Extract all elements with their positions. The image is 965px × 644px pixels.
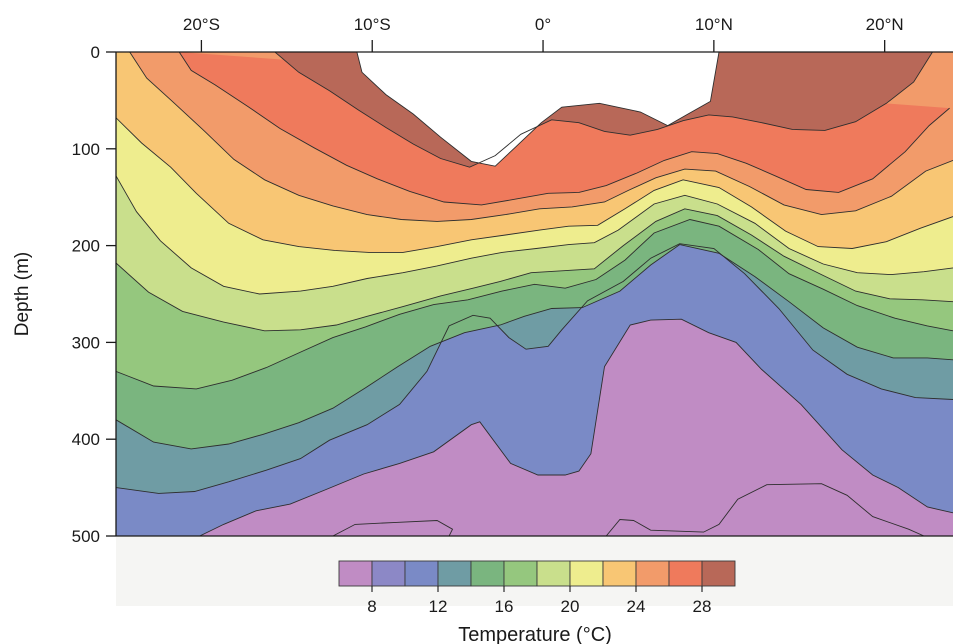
x-tick-label-1: 10°S	[354, 15, 391, 34]
isotherm-lines	[116, 52, 953, 536]
x-tick-label-2: 0°	[535, 15, 551, 34]
isotherm-30-0	[356, 52, 720, 167]
isotherm-14-0	[116, 244, 953, 450]
colorbar-bin-18-20	[536, 560, 571, 587]
colorbar-bin-24-26	[635, 560, 670, 587]
colorbar-bin-12-14	[437, 560, 472, 587]
colorbar-bin-14-16	[470, 560, 505, 587]
colorbar-bin-26-28	[668, 560, 703, 587]
y-axis-label: Depth (m)	[12, 252, 33, 336]
plot-area	[116, 52, 953, 536]
x-tick-label-3: 10°N	[695, 15, 733, 34]
axes: 0 100 200 300 400 500 20°S 10°S 0° 10°N 20°N	[72, 15, 953, 546]
colorbar-tick-label-28: 28	[693, 597, 712, 616]
colorbar-tick-label-20: 20	[561, 597, 580, 616]
colorbar-bin-28-30	[701, 560, 736, 587]
colorbar-bin-8-10	[371, 560, 406, 587]
y-tick-label-300: 300	[72, 333, 100, 352]
isotherm-20-0	[116, 175, 953, 295]
x-tick-label-0: 20°S	[183, 15, 220, 34]
y-tick-label-400: 400	[72, 430, 100, 449]
isotherm-12-0	[116, 243, 953, 494]
isotherm-18-0	[116, 208, 953, 332]
colorbar-tick-label-16: 16	[495, 597, 514, 616]
colorbar-bin-22-24	[602, 560, 637, 587]
isotherm-16-0	[116, 219, 953, 390]
colorbar-bin-20-22	[569, 560, 604, 587]
isotherm-28-0	[274, 52, 933, 168]
isotherm-8-0	[332, 520, 454, 536]
band-8-1	[606, 483, 924, 536]
band-above-30-0	[356, 52, 719, 167]
y-tick-label-200: 200	[72, 237, 100, 256]
isotherm-26-0	[178, 52, 950, 206]
isotherm-10-0	[199, 318, 953, 536]
colorbar-tick-label-12: 12	[429, 597, 448, 616]
colorbar-tick-label-24: 24	[627, 597, 646, 616]
colorbar-bin-16-18	[503, 560, 538, 587]
x-tick-label-4: 20°N	[866, 15, 904, 34]
isotherm-22-0	[116, 117, 953, 253]
colorbar-bin-6-8	[338, 560, 373, 587]
isotherm-24-0	[129, 52, 953, 222]
y-tick-label-0: 0	[91, 43, 100, 62]
colorbar: 8 12 16 20 24 28	[338, 560, 736, 616]
colorbar-label: Temperature (°C)	[458, 624, 612, 644]
y-tick-label-100: 100	[72, 140, 100, 159]
colorbar-bin-10-12	[404, 560, 439, 587]
isotherm-8-1	[605, 483, 925, 536]
y-tick-label-500: 500	[72, 527, 100, 546]
colorbar-tick-label-8: 8	[367, 597, 376, 616]
